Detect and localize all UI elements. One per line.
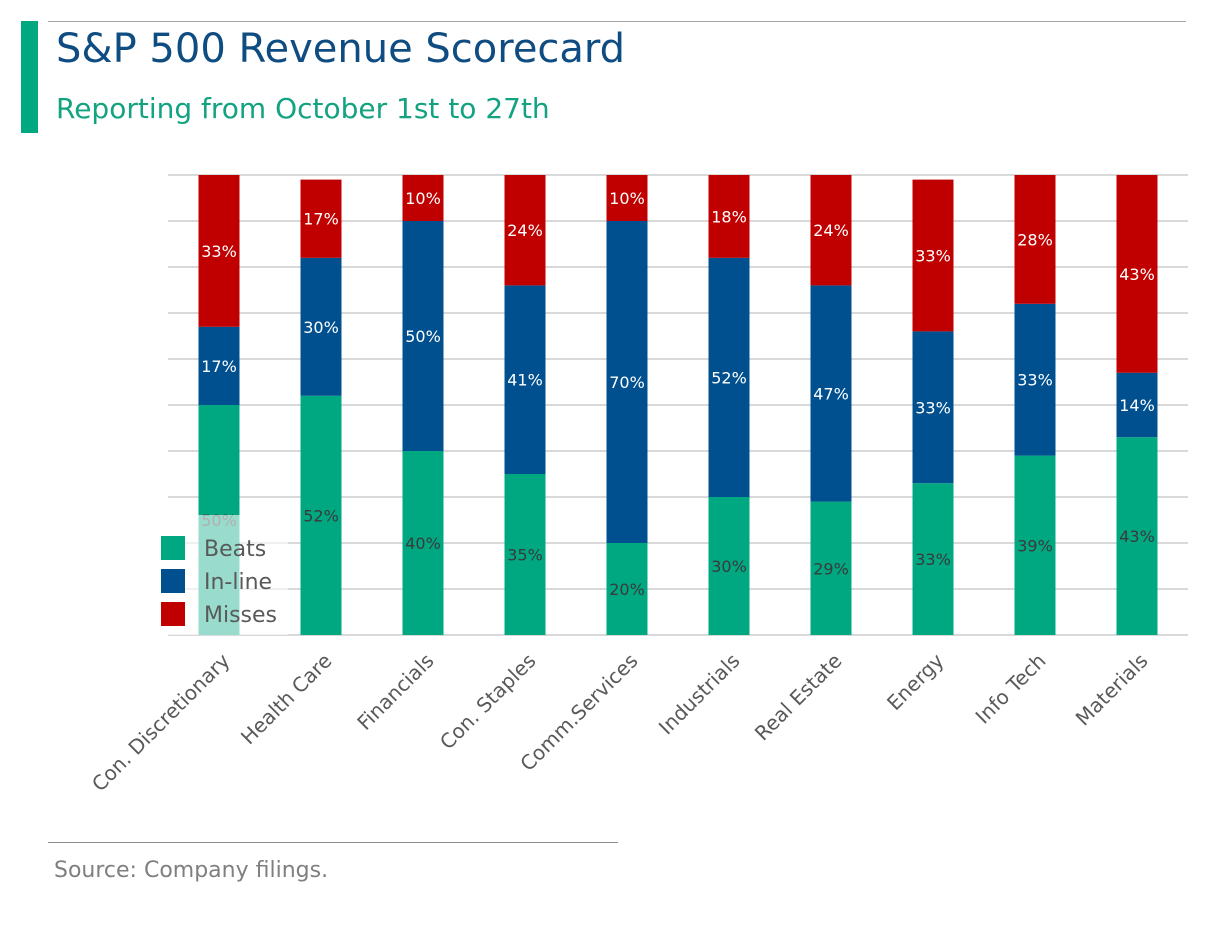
bar-segment <box>810 501 852 635</box>
data-label: 47% <box>813 385 849 404</box>
bar-segment <box>912 483 954 635</box>
data-label: 29% <box>813 559 849 578</box>
bar-segment <box>810 175 852 286</box>
legend-swatch <box>161 602 185 626</box>
bar-segment <box>1014 455 1056 635</box>
bar-segment <box>606 175 648 221</box>
data-label: 18% <box>711 207 747 226</box>
data-label: 41% <box>507 371 543 390</box>
bar-segment <box>402 451 444 635</box>
accent-bar <box>21 21 38 133</box>
data-label: 52% <box>303 506 339 525</box>
data-label: 70% <box>609 373 645 392</box>
bar-segment <box>402 175 444 221</box>
bar-segment <box>912 331 954 484</box>
bar-segment <box>1116 437 1158 635</box>
data-label: 14% <box>1119 396 1155 415</box>
bar-segment <box>708 175 750 258</box>
data-label: 39% <box>1017 536 1053 555</box>
data-label: 33% <box>915 247 951 266</box>
data-label: 24% <box>507 221 543 240</box>
data-label: 10% <box>405 189 441 208</box>
bar-segment <box>504 474 546 635</box>
data-label: 52% <box>711 368 747 387</box>
bar-segment <box>198 326 240 405</box>
chart-title: S&P 500 Revenue Scorecard <box>56 26 626 72</box>
data-label: 30% <box>711 557 747 576</box>
bar-segment <box>504 285 546 474</box>
category-label: Financials <box>352 649 438 735</box>
bar-segment <box>606 543 648 635</box>
bar-segment <box>198 175 240 327</box>
legend-label: In-line <box>204 570 272 595</box>
bar-segment <box>402 221 444 451</box>
data-label: 33% <box>201 242 237 261</box>
bar-segment <box>504 175 546 286</box>
data-label: 28% <box>1017 230 1053 249</box>
bar-segment <box>1116 372 1158 438</box>
data-label: 40% <box>405 534 441 553</box>
data-label: 50% <box>405 327 441 346</box>
bar-segment <box>810 285 852 502</box>
legend-label: Beats <box>204 537 266 562</box>
bar-segment <box>300 395 342 635</box>
data-label: 20% <box>609 580 645 599</box>
category-label: Energy <box>882 648 949 715</box>
data-label: 17% <box>303 210 339 229</box>
category-label: Health Care <box>236 649 337 750</box>
data-label: 17% <box>201 357 237 376</box>
bar-segment <box>1116 175 1158 373</box>
data-label: 33% <box>1017 371 1053 390</box>
data-label: 35% <box>507 546 543 565</box>
source-note: Source: Company filings. <box>54 858 329 883</box>
footer-rule <box>48 842 618 843</box>
bar-segment <box>912 179 954 332</box>
bar-segment <box>708 497 750 635</box>
bar-segment <box>1014 303 1056 456</box>
legend-label: Misses <box>204 603 277 628</box>
category-label: Real Estate <box>750 649 847 746</box>
data-label: 24% <box>813 221 849 240</box>
legend-swatch <box>161 569 185 593</box>
bar-segment <box>606 221 648 543</box>
bar-segment <box>708 257 750 497</box>
data-label: 43% <box>1119 527 1155 546</box>
chart-subtitle: Reporting from October 1st to 27th <box>56 92 550 125</box>
bar-segment <box>300 179 342 258</box>
data-label: 30% <box>303 318 339 337</box>
bar-segment <box>300 257 342 396</box>
legend-swatch <box>161 536 185 560</box>
data-label: 33% <box>915 398 951 417</box>
category-label: Con. Staples <box>435 649 541 755</box>
data-label: 33% <box>915 550 951 569</box>
category-label: Info Tech <box>971 649 1051 729</box>
top-rule <box>48 21 1186 22</box>
data-label: 43% <box>1119 265 1155 284</box>
bar-segment <box>1014 175 1056 304</box>
category-label: Con. Discretionary <box>87 648 235 796</box>
category-label: Industrials <box>654 649 745 740</box>
data-label: 10% <box>609 189 645 208</box>
category-label: Materials <box>1071 649 1153 731</box>
